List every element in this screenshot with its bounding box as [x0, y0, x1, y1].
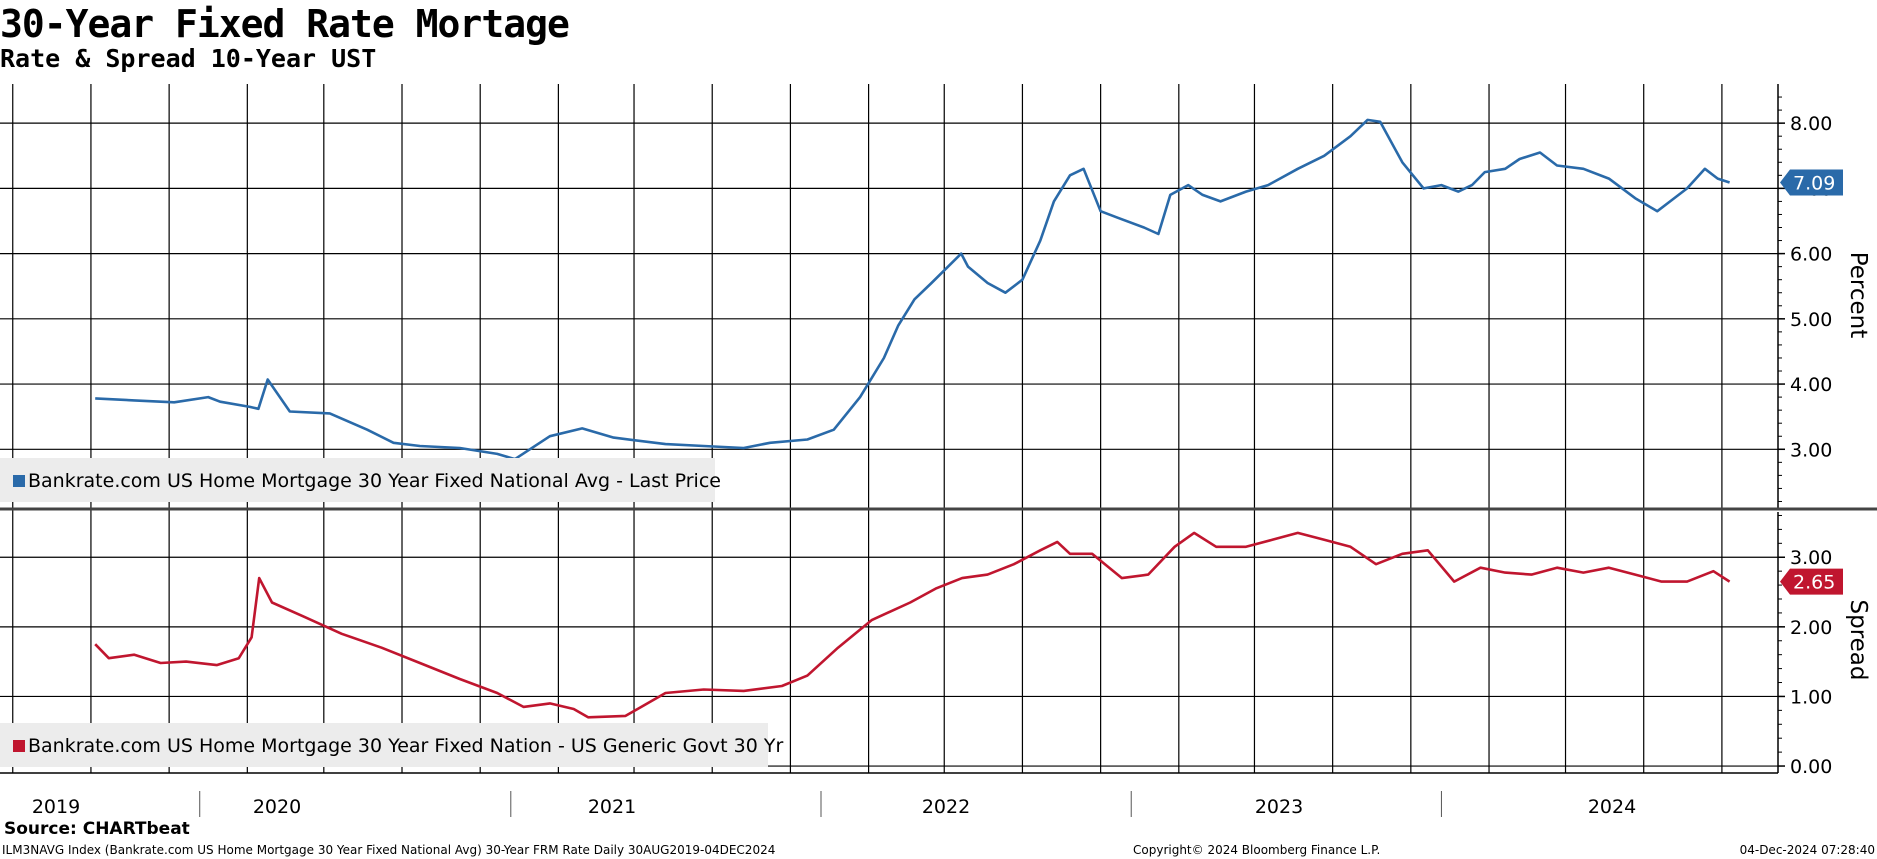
- x-tick-label: 2021: [588, 796, 636, 818]
- spread-legend-swatch: [13, 740, 25, 752]
- spread-series-line: [94, 531, 1731, 719]
- y-tick-label: 6.00: [1790, 244, 1832, 266]
- spread-last-value-flag: [1780, 568, 1843, 595]
- spread-legend-box: [0, 723, 768, 767]
- rate-last-value-label: 7.09: [1793, 172, 1835, 194]
- spread-axis-title: Spread: [1845, 600, 1871, 681]
- y-tick-label: 0.00: [1790, 756, 1832, 778]
- footer-timestamp: 04-Dec-2024 07:28:40: [1739, 843, 1875, 857]
- footer-copyright: Copyright© 2024 Bloomberg Finance L.P.: [1133, 843, 1381, 857]
- rate-last-value-flag: [1780, 169, 1843, 196]
- spread-last-value-label: 2.65: [1793, 572, 1835, 594]
- spread-legend-label: Bankrate.com US Home Mortgage 30 Year Fi…: [28, 735, 783, 757]
- y-tick-label: 3.00: [1790, 547, 1832, 569]
- chart-title: 30-Year Fixed Rate Mortage: [0, 2, 570, 46]
- x-tick-label: 2022: [922, 796, 970, 818]
- y-tick-label: 5.00: [1790, 309, 1832, 331]
- x-tick-label: 2020: [253, 796, 301, 818]
- footer-description: ILM3NAVG Index (Bankrate.com US Home Mor…: [2, 843, 776, 857]
- y-tick-label: 1.00: [1790, 686, 1832, 708]
- rate-axis-title: Percent: [1845, 252, 1871, 339]
- y-tick-label: 2.00: [1790, 617, 1832, 639]
- chart-subtitle: Rate & Spread 10-Year UST: [0, 44, 377, 73]
- y-tick-label: 3.00: [1790, 439, 1832, 461]
- y-tick-label: 4.00: [1790, 374, 1832, 396]
- rate-legend-label: Bankrate.com US Home Mortgage 30 Year Fi…: [28, 470, 721, 492]
- y-tick-label: 8.00: [1790, 113, 1832, 135]
- rate-series-line: [95, 118, 1731, 461]
- x-tick-label: 2019: [32, 796, 80, 818]
- rate-legend-box: [0, 458, 715, 502]
- source-note: Source: CHARTbeat: [4, 819, 190, 839]
- x-tick-label: 2024: [1588, 796, 1636, 818]
- x-tick-label: 2023: [1255, 796, 1303, 818]
- rate-legend-swatch: [13, 475, 25, 487]
